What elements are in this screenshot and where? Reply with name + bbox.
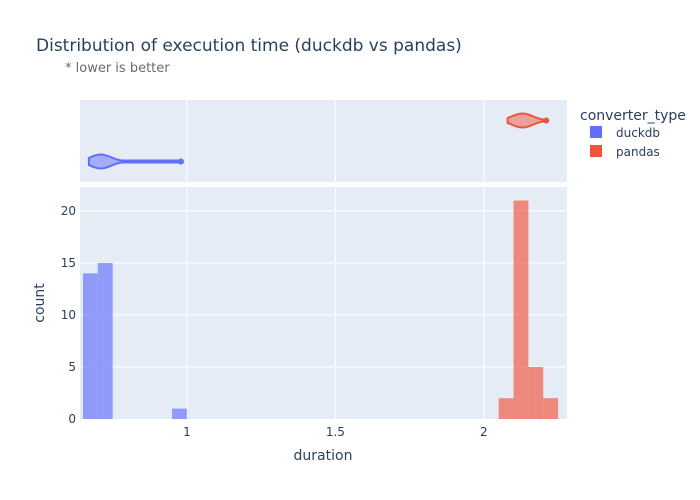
legend-item-duckdb[interactable]: duckdb	[590, 126, 660, 140]
histogram-bar-duckdb	[82, 273, 98, 419]
y-tick-label: 5	[68, 360, 76, 374]
y-tick-label: 10	[61, 308, 76, 322]
histogram-bar-pandas	[513, 200, 529, 419]
marginal-violin-area	[80, 100, 567, 182]
x-tick-label: 1	[183, 425, 191, 439]
histogram-bars	[82, 200, 559, 419]
marginal-violins	[87, 112, 550, 170]
histogram-bar-pandas	[498, 398, 514, 419]
legend-label-pandas: pandas	[616, 145, 660, 159]
histogram-plot-area	[80, 187, 567, 419]
x-tick-label: 1.5	[326, 425, 345, 439]
legend[interactable]: converter_type duckdb pandas	[580, 108, 686, 159]
chart-title: Distribution of execution time (duckdb v…	[36, 36, 462, 56]
x-axis-title: duration	[294, 448, 353, 464]
legend-swatch-duckdb	[590, 126, 602, 138]
y-tick-label: 20	[61, 204, 76, 218]
histogram-bar-duckdb	[97, 262, 113, 419]
legend-title: converter_type	[580, 108, 686, 124]
histogram-bar-pandas	[528, 366, 544, 419]
legend-label-duckdb: duckdb	[616, 126, 660, 140]
y-tick-label: 0	[68, 412, 76, 426]
y-axis-title: count	[32, 283, 48, 323]
violin-max-point-duckdb	[177, 158, 184, 165]
grid-lines	[80, 100, 567, 419]
chart-subtitle: * lower is better	[65, 61, 170, 76]
legend-swatch-pandas	[590, 145, 602, 157]
axis-ticks: 0 5 10 15 20 1 1.5 2	[61, 204, 488, 439]
histogram-bar-duckdb	[172, 408, 187, 419]
x-tick-label: 2	[480, 425, 488, 439]
histogram-bar-pandas	[543, 398, 559, 419]
violin-max-point-pandas	[543, 117, 550, 124]
legend-item-pandas[interactable]: pandas	[590, 145, 660, 159]
y-tick-label: 15	[61, 256, 76, 270]
